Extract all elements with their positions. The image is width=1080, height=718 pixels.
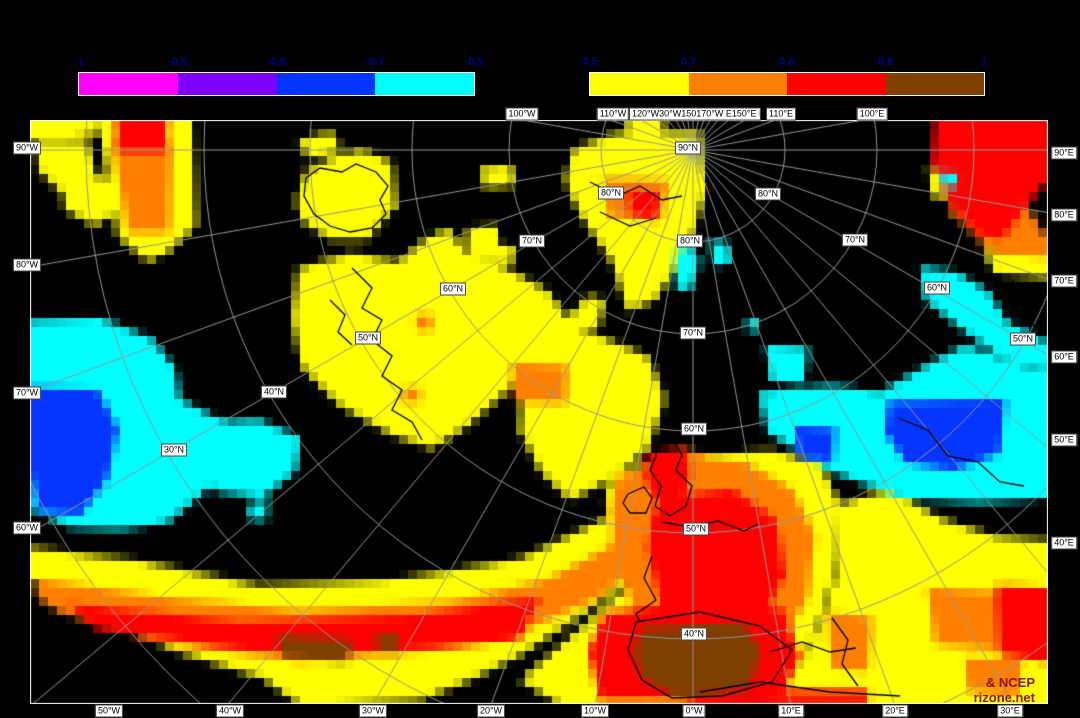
colorbar-tick-label: -0.8 — [267, 56, 286, 68]
grid-label: 70°N — [679, 326, 707, 340]
grid-label: 90°W — [12, 141, 42, 155]
grid-label: 50°N — [1009, 332, 1037, 346]
negative-colorbar: -1 -0.9 -0.8 -0.7 -0.5 — [74, 56, 483, 96]
colorbar-tick-label: -0.9 — [168, 56, 188, 68]
grid-label: 60°N — [923, 281, 951, 295]
grid-label: 50°N — [682, 522, 710, 536]
grid-label: 60°W — [12, 521, 42, 535]
grid-label: 30°W — [358, 704, 388, 718]
grid-label: 80°N — [754, 187, 782, 201]
grid-label: 40°N — [260, 385, 288, 399]
grid-label: 120°W30°W150170°W E150°E E0°E120°E — [629, 107, 761, 121]
grid-label: 110°E — [766, 107, 796, 121]
grid-label: 80°E — [1051, 208, 1077, 222]
watermark: & NCEP rizone.net — [974, 675, 1035, 705]
grid-label: 80°N — [597, 186, 625, 200]
grid-label: 70°N — [518, 234, 546, 248]
grid-label: 40°W — [215, 704, 245, 718]
grid-label: 50°E — [1051, 433, 1077, 447]
grid-label: 40°E — [1051, 536, 1077, 550]
colorbar-tick-label: 0.9 — [877, 56, 894, 68]
grid-label: 40°N — [680, 627, 708, 641]
grid-label: 90°E — [1051, 146, 1077, 160]
colorbar-segment — [590, 73, 689, 95]
grid-label: 50°N — [354, 331, 382, 345]
grid-label: 80°N — [676, 234, 704, 248]
colorbar-tick-label: -1 — [74, 56, 84, 68]
colorbar-tick-label: -0.7 — [365, 56, 385, 68]
colorbar-tick-label: -0.5 — [464, 56, 484, 68]
grid-label: 20°W — [476, 704, 506, 718]
colorbar-tick-label: 0.8 — [779, 56, 795, 68]
grid-label: 30°N — [160, 443, 188, 457]
grid-label: 100°E — [856, 107, 888, 121]
colorbar-segment — [688, 73, 787, 95]
grid-label: 70°E — [1051, 274, 1077, 288]
grid-label: 30°E — [997, 704, 1023, 718]
grid-label: 70°N — [841, 233, 869, 247]
positive-colorbar: 0.5 0.7 0.8 0.9 1 — [582, 56, 987, 96]
grid-label: 60°E — [1051, 350, 1077, 364]
map-canvas — [30, 120, 1048, 704]
grid-label: 10°E — [778, 704, 804, 718]
grid-label: 70°W — [12, 386, 42, 400]
grid-label: 50°W — [94, 704, 124, 718]
colorbar-segment — [787, 73, 886, 95]
grid-label: 80°W — [12, 258, 42, 272]
colorbar-tick-label: 0.7 — [680, 56, 697, 68]
grid-label: 110°W — [596, 107, 630, 121]
colorbar-segment — [276, 73, 376, 95]
grid-label: 10°W — [580, 704, 610, 718]
grid-label: 60°N — [680, 422, 708, 436]
colorbar-segment — [177, 73, 277, 95]
grid-label: 20°E — [882, 704, 908, 718]
watermark-line2: rizone.net — [973, 690, 1035, 705]
colorbar-segment — [79, 73, 178, 95]
colorbar-segment — [375, 73, 474, 95]
colorbar-tick-label: 1 — [980, 56, 988, 68]
grid-label: 0°W — [682, 704, 706, 718]
grid-label: 100°W — [505, 107, 539, 121]
grid-label: 90°N — [674, 141, 702, 155]
grid-label: 60°N — [439, 282, 467, 296]
colorbar-tick-label: 0.5 — [582, 56, 598, 68]
watermark-line1: & NCEP — [985, 675, 1035, 690]
colorbar-segment — [885, 73, 984, 95]
